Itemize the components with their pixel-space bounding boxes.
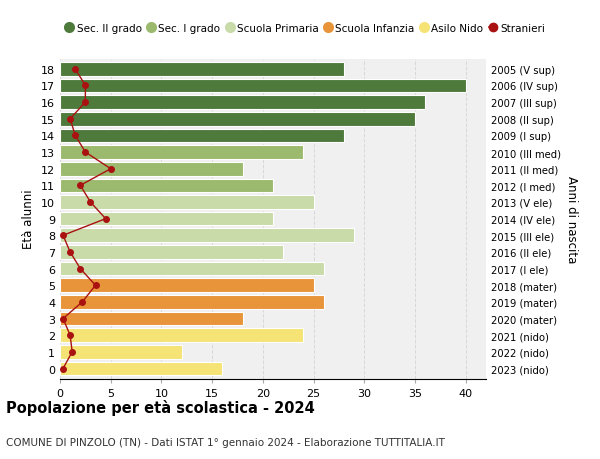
Bar: [60, 129, 344, 143]
Text: Popolazione per età scolastica - 2024: Popolazione per età scolastica - 2024: [6, 399, 315, 415]
Point: [77, 298, 87, 306]
Point: [58, 315, 68, 323]
Point: [65, 332, 75, 339]
Point: [76, 182, 85, 190]
Point: [80, 149, 90, 157]
Bar: [60, 213, 273, 226]
Bar: [60, 279, 314, 292]
Y-axis label: Età alunni: Età alunni: [22, 190, 35, 249]
Point: [70, 66, 80, 73]
Bar: [60, 312, 242, 326]
Point: [80, 99, 90, 106]
Point: [65, 116, 75, 123]
Point: [58, 365, 68, 372]
Point: [67, 348, 77, 356]
Bar: [60, 162, 242, 176]
Bar: [60, 96, 425, 110]
Point: [80, 83, 90, 90]
Point: [86, 199, 95, 206]
Point: [101, 216, 110, 223]
Bar: [60, 345, 182, 359]
Legend: Sec. II grado, Sec. I grado, Scuola Primaria, Scuola Infanzia, Asilo Nido, Stran: Sec. II grado, Sec. I grado, Scuola Prim…: [65, 23, 545, 34]
Point: [106, 166, 116, 173]
Y-axis label: Anni di nascita: Anni di nascita: [565, 176, 578, 263]
Point: [76, 265, 85, 273]
Bar: [60, 196, 314, 209]
Bar: [60, 296, 324, 309]
Text: COMUNE DI PINZOLO (TN) - Dati ISTAT 1° gennaio 2024 - Elaborazione TUTTITALIA.IT: COMUNE DI PINZOLO (TN) - Dati ISTAT 1° g…: [6, 437, 445, 448]
Point: [58, 232, 68, 240]
Bar: [60, 262, 324, 276]
Bar: [60, 112, 415, 126]
Bar: [60, 79, 466, 93]
Point: [91, 282, 100, 289]
Bar: [60, 246, 283, 259]
Bar: [60, 63, 344, 77]
Bar: [60, 362, 222, 375]
Bar: [60, 329, 304, 342]
Bar: [60, 146, 304, 160]
Bar: [60, 229, 354, 243]
Point: [65, 249, 75, 256]
Bar: [60, 179, 273, 193]
Point: [70, 133, 80, 140]
